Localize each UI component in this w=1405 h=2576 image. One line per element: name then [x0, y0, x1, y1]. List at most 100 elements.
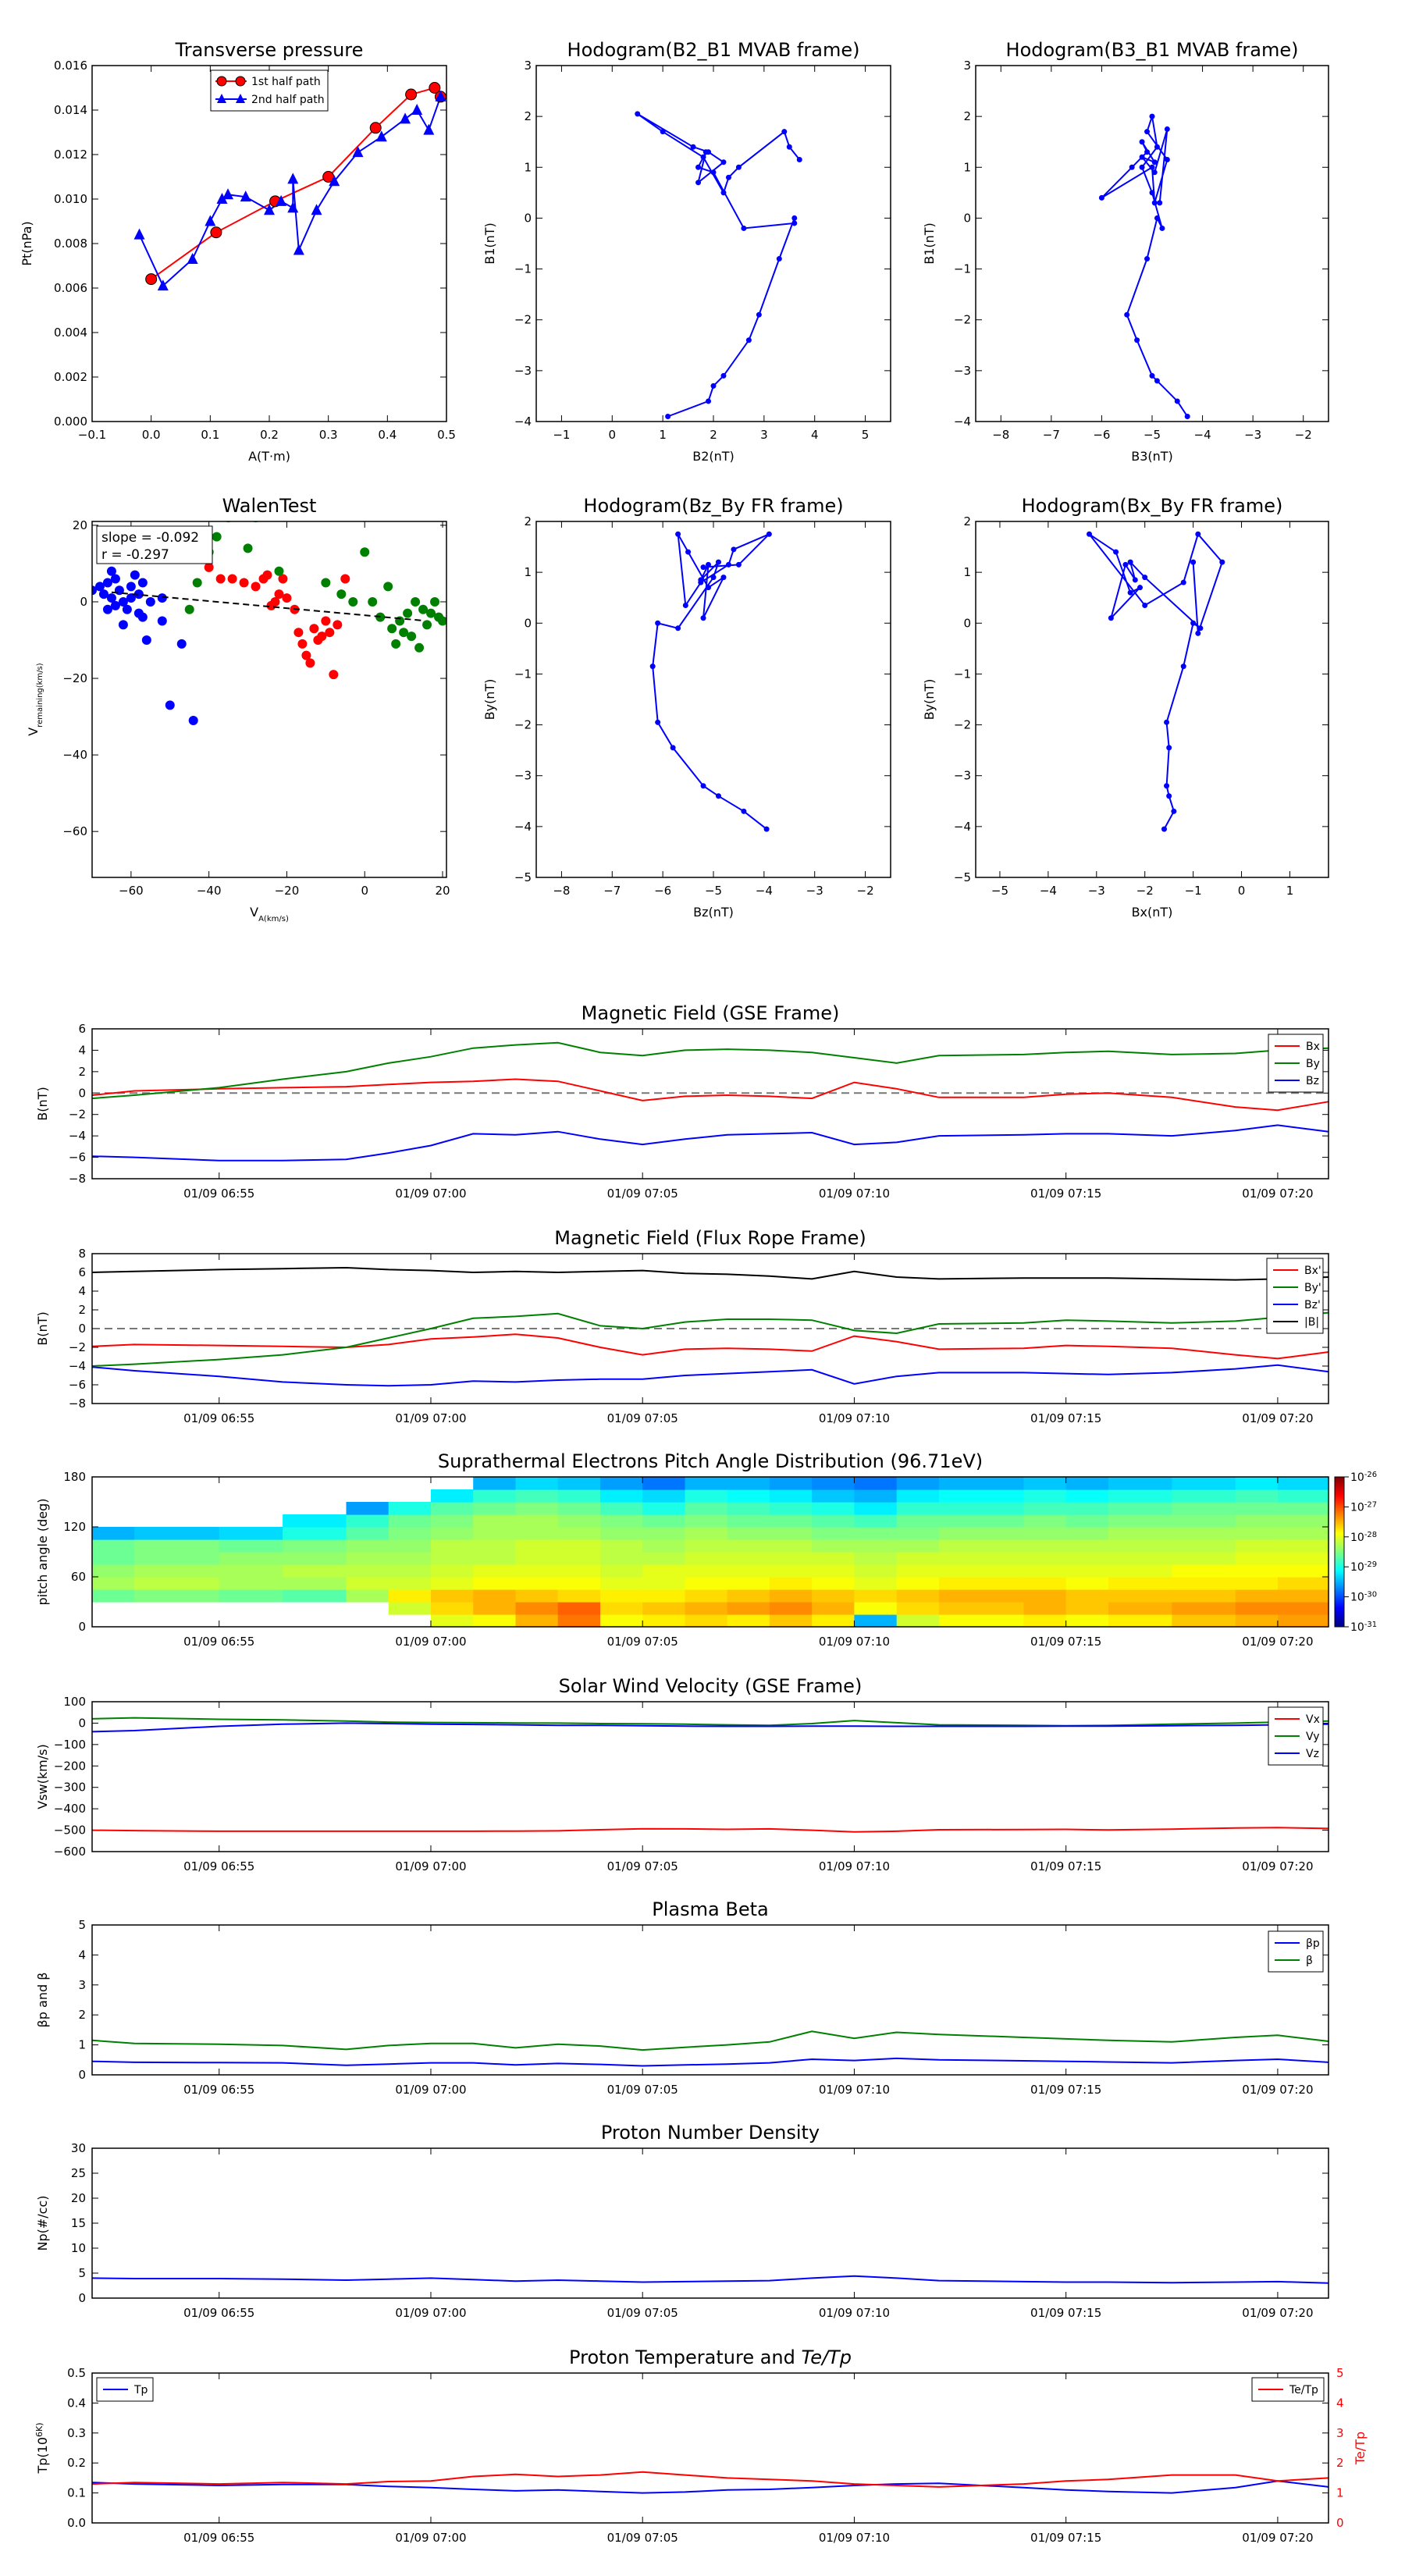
walen-point-green — [426, 608, 436, 618]
legend-label: Bz — [1306, 1075, 1319, 1087]
hodogram-point — [698, 579, 704, 585]
series-line-By' — [91, 1311, 1329, 1367]
walen-point-green — [399, 628, 409, 638]
y-tick-label: 0.006 — [54, 281, 87, 295]
heatmap-cell — [473, 1577, 516, 1590]
walen-point-red — [325, 628, 335, 638]
walen-point-red — [305, 658, 315, 668]
y-axis-label: Np(#/cc) — [35, 2196, 50, 2251]
hodogram-point — [796, 157, 802, 163]
hodogram-point — [735, 561, 742, 568]
hodogram-point — [1157, 200, 1163, 206]
heatmap-cell — [1172, 1614, 1236, 1628]
heatmap-cell — [642, 1502, 685, 1515]
y-tick-label: −4 — [69, 1359, 86, 1373]
heatmap-cell — [1108, 1502, 1172, 1515]
heatmap-cell — [1235, 1564, 1279, 1578]
x-tick-label: 01/09 06:55 — [183, 1859, 254, 1873]
y-axis-label: Vremaining(km/s) — [26, 663, 44, 735]
heatmap-cell — [219, 1527, 283, 1540]
y-tick-label: −400 — [54, 1802, 86, 1816]
walen-point-red — [278, 574, 288, 584]
heatmap-cell — [431, 1564, 474, 1578]
heatmap-cell — [727, 1527, 770, 1540]
y-tick-label: −100 — [54, 1738, 86, 1752]
x-tick-label: 01/09 07:00 — [395, 1859, 466, 1873]
heatmap-cell — [896, 1514, 940, 1528]
x-tick-label: 0.1 — [201, 428, 219, 442]
walen-point-green — [422, 620, 432, 630]
plot-frame — [975, 521, 1329, 878]
hodogram-point — [1195, 531, 1201, 537]
heatmap-cell — [1172, 1552, 1236, 1565]
y-tick-label: 0.010 — [54, 192, 87, 206]
heatmap-cell — [642, 1539, 685, 1553]
heatmap-cell — [219, 1552, 283, 1565]
heatmap-cell — [557, 1514, 601, 1528]
mag_gse-panel: Magnetic Field (GSE Frame) −8 −6 −4 −2 0 2 4 6 01… — [35, 1002, 1329, 1201]
hodogram-point — [1142, 602, 1148, 608]
plot-frame — [91, 1253, 1329, 1404]
y-tick-label: −8 — [69, 1172, 86, 1186]
x-tick-label: 01/09 06:55 — [183, 1187, 254, 1201]
heatmap-cell — [388, 1527, 432, 1540]
heatmap-cell — [1172, 1489, 1236, 1503]
heatmap-cell — [938, 1477, 1024, 1490]
heatmap-cell — [346, 1577, 389, 1590]
y-axis-label: Vsw(km/s) — [35, 1744, 50, 1809]
hodo_bx_by-panel: Hodogram(Bx_By FR frame) −5 −4 −3 −2 −1 0 1 2 −5 −… — [922, 495, 1329, 920]
heatmap-cell — [1065, 1602, 1109, 1615]
point-2nd-half — [264, 204, 275, 215]
heatmap-cell — [938, 1539, 1024, 1553]
walen-point-red — [227, 574, 237, 584]
x-tick-label: 0.2 — [260, 428, 279, 442]
walen-point-red — [204, 562, 214, 572]
heatmap-cell — [896, 1602, 940, 1615]
heatmap-cell — [1108, 1614, 1172, 1628]
heatmap-cell — [727, 1552, 770, 1565]
heatmap-cell — [685, 1514, 728, 1528]
y-tick-label: −300 — [54, 1781, 86, 1795]
hodogram-point — [725, 561, 731, 568]
hodogram-point — [1144, 149, 1151, 155]
heatmap-cell — [600, 1502, 643, 1515]
walen-point-green — [321, 578, 331, 588]
x-tick-label: 01/09 07:15 — [1030, 1187, 1101, 1201]
heatmap-cell — [431, 1502, 474, 1515]
hodogram-point — [715, 559, 721, 565]
legend-label: Vy — [1306, 1731, 1320, 1743]
x-tick-label: −20 — [275, 884, 300, 898]
legend-box — [210, 69, 329, 112]
hodogram-point — [786, 144, 792, 150]
x-tick-label: 01/09 07:10 — [819, 1859, 890, 1873]
hodogram-point — [1122, 561, 1129, 568]
heatmap-cell — [388, 1564, 432, 1578]
heatmap-cell — [642, 1527, 685, 1540]
hodogram-point — [665, 413, 671, 419]
y-tick-label: −4 — [514, 820, 532, 834]
heatmap-cell — [283, 1589, 347, 1603]
y-tick-label: 0 — [80, 595, 87, 609]
y-tick-label: 2 — [78, 2008, 86, 2022]
heatmap-cell — [685, 1552, 728, 1565]
heatmap-cell — [727, 1564, 770, 1578]
hodogram-point — [700, 783, 706, 789]
colorbar-tick-label: 10-27 — [1350, 1500, 1377, 1514]
heatmap-cell — [1172, 1539, 1236, 1553]
y-tick-label: 0.3 — [67, 2426, 86, 2440]
heatmap-cell — [431, 1489, 474, 1503]
x-tick-label: 01/09 07:10 — [819, 1411, 890, 1425]
heatmap-cell — [1235, 1514, 1279, 1528]
hodogram-line — [652, 533, 770, 830]
walen-point-green — [360, 547, 370, 557]
heatmap-cell — [938, 1589, 1024, 1603]
point-2nd-half — [311, 204, 322, 215]
heatmap-cell — [283, 1539, 347, 1553]
x-tick-label: 01/09 07:10 — [819, 1635, 890, 1649]
heatmap-cell — [473, 1527, 516, 1540]
heatmap-cell — [515, 1539, 559, 1553]
x-tick-label: 2 — [710, 428, 717, 442]
heatmap-cell — [219, 1539, 283, 1553]
y-tick-label: −1 — [954, 667, 971, 681]
heatmap-cell — [854, 1589, 898, 1603]
